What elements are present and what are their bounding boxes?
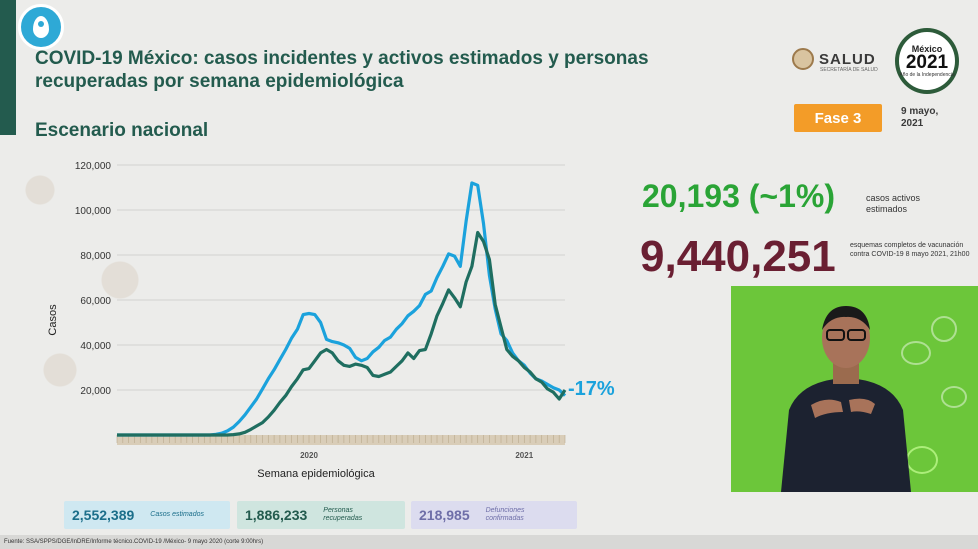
- x-tick-label: 2021: [515, 451, 533, 460]
- bubble-icon: [931, 316, 957, 342]
- camera-icon: [941, 386, 967, 408]
- fase-badge: Fase 3: [794, 104, 882, 132]
- recovered-box: 1,886,233 Personas recuperadas: [237, 501, 405, 529]
- y-tick-label: 20,000: [80, 386, 111, 397]
- left-accent-bar: [0, 0, 16, 135]
- y-tick-label: 40,000: [80, 341, 111, 352]
- page-subtitle: Escenario nacional: [35, 120, 209, 141]
- vaccination-value: 9,440,251: [640, 232, 836, 281]
- series-line-2: [117, 230, 567, 437]
- mexico-2021-logo: México 2021 Año de la Independencia: [895, 28, 959, 94]
- salud-name: SALUD: [819, 50, 876, 68]
- cases-line-chart: 20,000 40,000 60,000 80,000 100,000 120,000 20…: [47, 161, 567, 480]
- y-tick-label: 100,000: [75, 206, 112, 217]
- heart-icon: [901, 341, 931, 365]
- estimated-cases-box: 2,552,389 Casos estimados: [64, 501, 230, 529]
- x-tick-label: 2020: [300, 451, 318, 460]
- salud-emblem-icon: [792, 48, 814, 70]
- y-axis-label: Casos: [47, 304, 59, 336]
- deaths-box: 218,985 Defunciones confirmadas: [411, 501, 577, 529]
- salud-subtitle: SECRETARÍA DE SALUD: [820, 67, 878, 73]
- x-axis-label: Semana epidemiológica: [257, 468, 375, 480]
- y-tick-label: 80,000: [80, 251, 111, 262]
- active-cases-caption: casos activos estimados: [866, 193, 921, 214]
- report-date: 9 mayo, 2021: [901, 106, 939, 129]
- change-percentage: -17%: [568, 378, 615, 400]
- active-cases-value: 20,193 (~1%): [642, 178, 836, 214]
- y-tick-label: 120,000: [75, 161, 112, 172]
- y-tick-label: 60,000: [80, 296, 111, 307]
- vaccination-caption: esquemas completos de vacunación contra …: [850, 242, 970, 258]
- periscope-icon[interactable]: [18, 4, 64, 50]
- x-axis-band: [117, 435, 565, 445]
- sign-language-interpreter: [731, 286, 978, 492]
- background-pattern: [0, 130, 260, 430]
- source-footer: Fuente: SSA/SPPS/DGE/InDRE/Informe técni…: [0, 535, 978, 549]
- interpreter-figure: [781, 306, 911, 492]
- salud-logo: SALUD SECRETARÍA DE SALUD: [792, 48, 878, 73]
- page-title: COVID-19 México: casos incidentes y acti…: [35, 48, 649, 92]
